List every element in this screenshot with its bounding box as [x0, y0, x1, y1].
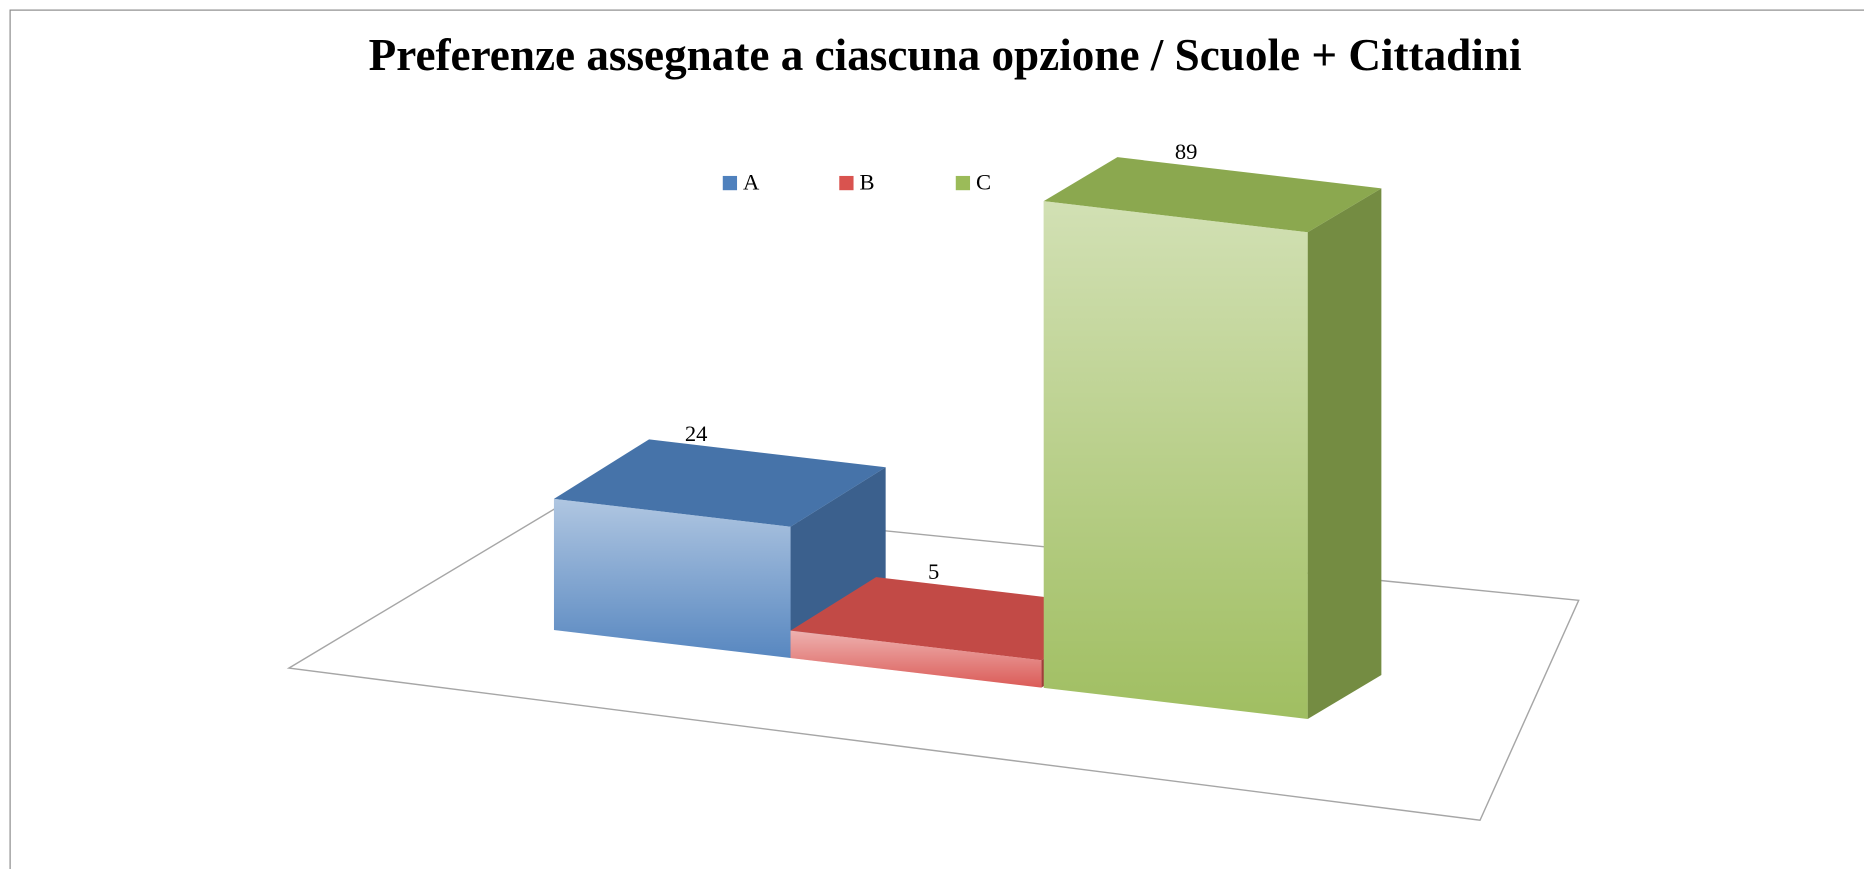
bar-shine	[1043, 201, 1308, 719]
legend: A B C	[722, 169, 991, 194]
bar-top-shade	[1043, 157, 1382, 233]
bar-top	[790, 577, 1127, 661]
legend-swatch	[722, 175, 738, 191]
bar-top	[1043, 157, 1382, 233]
bar-top	[553, 439, 886, 527]
bar-side	[1307, 188, 1382, 719]
legend-label: A	[743, 169, 760, 194]
legend-label: C	[976, 169, 991, 194]
chart-title: Preferenze assegnate a ciascuna opzione …	[369, 30, 1522, 80]
plot: 24 5 89	[553, 139, 1382, 719]
data-label: 24	[685, 421, 708, 446]
bar-side-shade	[1307, 188, 1382, 719]
bar-top-shade	[553, 439, 886, 527]
bar-top-shade	[790, 577, 1127, 661]
chart-frame	[9, 9, 1864, 874]
legend-swatch	[955, 175, 971, 191]
floor	[286, 498, 1580, 822]
legend-swatch	[839, 175, 854, 191]
legend-label: B	[859, 169, 874, 194]
bar-shine	[790, 630, 1042, 688]
bar-shine	[553, 498, 791, 658]
data-label: 89	[1175, 139, 1198, 164]
data-label: 5	[928, 559, 939, 584]
